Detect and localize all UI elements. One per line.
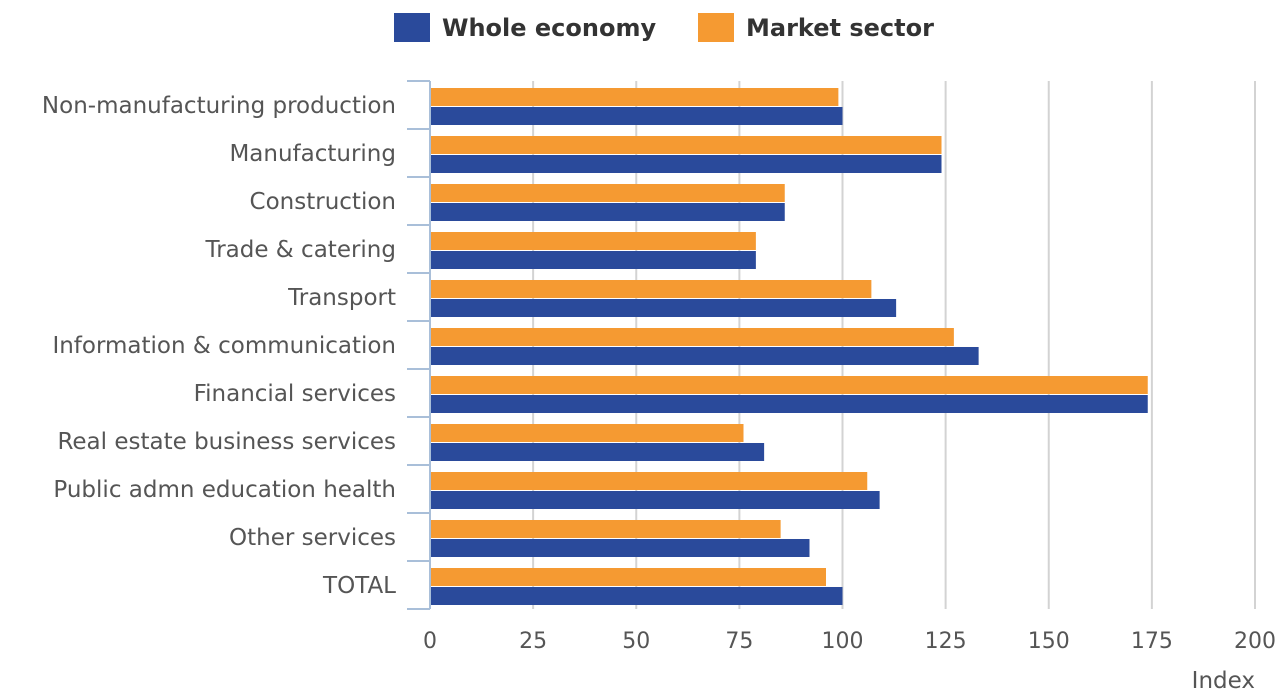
x-tick-label-50: 50 bbox=[622, 629, 650, 654]
x-tick-label-100: 100 bbox=[822, 629, 864, 654]
category-label-construction: Construction bbox=[250, 189, 396, 215]
x-tick-label-25: 25 bbox=[519, 629, 547, 654]
bar-whole-economy-public-admn-education-health bbox=[430, 491, 880, 509]
category-axis bbox=[407, 80, 431, 610]
bar-whole-economy-real-estate-business-services bbox=[430, 443, 765, 461]
bars bbox=[430, 88, 1148, 605]
bar-market-sector-real-estate-business-services bbox=[430, 424, 744, 442]
bar-whole-economy-trade-and-catering bbox=[430, 251, 756, 269]
x-tick-label-200: 200 bbox=[1234, 629, 1276, 654]
bar-market-sector-non-manufacturing-production bbox=[430, 88, 839, 106]
category-label-information-and-communication: Information & communication bbox=[52, 333, 396, 359]
bar-market-sector-financial-services bbox=[430, 376, 1148, 394]
x-tick-label-175: 175 bbox=[1131, 629, 1173, 654]
x-tick-label-0: 0 bbox=[423, 629, 437, 654]
category-label-transport: Transport bbox=[287, 285, 396, 311]
x-axis-title: Index bbox=[1192, 668, 1255, 691]
bar-whole-economy-construction bbox=[430, 203, 785, 221]
category-label-real-estate-business-services: Real estate business services bbox=[57, 429, 396, 455]
bar-market-sector-manufacturing bbox=[430, 136, 942, 154]
bar-whole-economy-financial-services bbox=[430, 395, 1148, 413]
category-labels: Non-manufacturing production Manufacturin… bbox=[42, 93, 396, 599]
bar-market-sector-transport bbox=[430, 280, 872, 298]
bar-market-sector-other-services bbox=[430, 520, 781, 538]
category-label-financial-services: Financial services bbox=[194, 381, 396, 407]
category-label-other-services: Other services bbox=[229, 525, 396, 551]
bar-market-sector-information-and-communication bbox=[430, 328, 954, 346]
x-tick-labels: 0 25 50 75 100 125 150 175 200 bbox=[423, 629, 1276, 654]
bar-whole-economy-manufacturing bbox=[430, 155, 942, 173]
legend-swatch-market-sector bbox=[698, 13, 734, 42]
category-label-trade-and-catering: Trade & catering bbox=[205, 237, 396, 263]
bar-market-sector-trade-and-catering bbox=[430, 232, 756, 250]
legend-swatch-whole-economy bbox=[394, 13, 430, 42]
bar-market-sector-construction bbox=[430, 184, 785, 202]
x-tick-label-125: 125 bbox=[925, 629, 967, 654]
bar-market-sector-public-admn-education-health bbox=[430, 472, 868, 490]
bar-whole-economy-other-services bbox=[430, 539, 810, 557]
category-label-non-manufacturing-production: Non-manufacturing production bbox=[42, 93, 396, 119]
x-tick-label-75: 75 bbox=[725, 629, 753, 654]
category-label-public-admn-education-health: Public admn education health bbox=[53, 477, 396, 503]
category-label-manufacturing: Manufacturing bbox=[229, 141, 396, 167]
bar-whole-economy-non-manufacturing-production bbox=[430, 107, 843, 125]
legend-label-market-sector: Market sector bbox=[746, 14, 934, 42]
legend-label-whole-economy: Whole economy bbox=[442, 14, 656, 42]
legend: Whole economy Market sector bbox=[394, 13, 934, 42]
bar-whole-economy-information-and-communication bbox=[430, 347, 979, 365]
bar-market-sector-total bbox=[430, 568, 826, 586]
x-tick-label-150: 150 bbox=[1028, 629, 1070, 654]
bar-whole-economy-transport bbox=[430, 299, 897, 317]
category-label-total: TOTAL bbox=[322, 573, 396, 599]
bar-whole-economy-total bbox=[430, 587, 843, 605]
